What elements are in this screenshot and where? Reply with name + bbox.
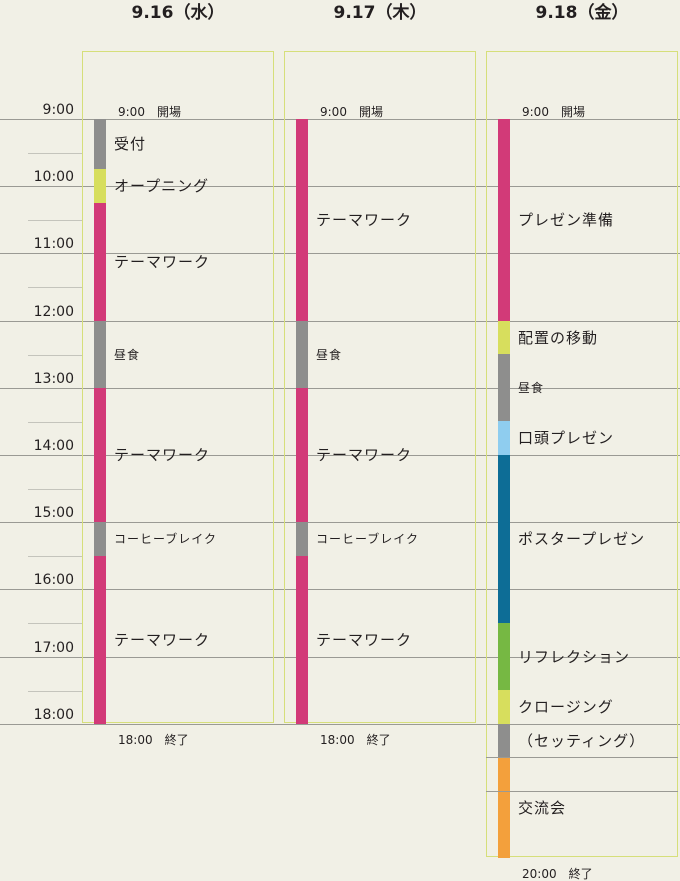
hour-line <box>0 388 680 389</box>
opening-note: 9:00 開場 <box>522 105 585 119</box>
day-title: 9.16（水） <box>131 3 225 23</box>
schedule-segment-label: テーマワーク <box>316 211 413 229</box>
schedule-segment-label: 昼食 <box>316 348 343 362</box>
schedule-segment-label: 昼食 <box>518 381 545 395</box>
schedule-segment-label: テーマワーク <box>114 631 211 649</box>
hour-line-extended <box>486 791 678 792</box>
schedule-segment-bar <box>296 119 308 321</box>
schedule-segment-label: 交流会 <box>518 799 567 817</box>
time-label: 13:00 <box>33 371 74 387</box>
hour-line <box>0 186 680 187</box>
day-title: 9.18（金） <box>535 3 629 23</box>
opening-note: 9:00 開場 <box>320 105 383 119</box>
schedule-segment-label: 口頭プレゼン <box>518 429 615 447</box>
schedule-segment-label: テーマワーク <box>114 253 211 271</box>
half-hour-line <box>28 287 82 288</box>
hour-line <box>0 724 680 725</box>
schedule-segment-label: クロージング <box>518 698 614 716</box>
schedule-segment-label: テーマワーク <box>114 446 211 464</box>
time-label: 17:00 <box>33 640 74 656</box>
time-label: 9:00 <box>42 102 74 118</box>
hour-line <box>0 253 680 254</box>
half-hour-line <box>28 623 82 624</box>
hour-line <box>0 522 680 523</box>
half-hour-line <box>28 489 82 490</box>
time-label: 11:00 <box>33 236 74 252</box>
opening-note: 9:00 開場 <box>118 105 181 119</box>
time-label: 18:00 <box>33 707 74 723</box>
hour-line <box>0 657 680 658</box>
schedule-segment-label: 配置の移動 <box>518 329 599 347</box>
schedule-segment-bar <box>94 169 106 203</box>
schedule-segment-label: 昼食 <box>114 348 141 362</box>
schedule-segment-bar <box>498 690 510 724</box>
schedule-segment-bar <box>94 388 106 522</box>
schedule-segment-label: コーヒーブレイク <box>316 532 420 546</box>
schedule-segment-label: コーヒーブレイク <box>114 532 218 546</box>
hour-line <box>0 455 680 456</box>
day-column <box>284 51 476 723</box>
schedule-segment-label: ポスタープレゼン <box>518 530 646 548</box>
schedule-segment-bar <box>498 455 510 623</box>
schedule-segment-bar <box>296 388 308 522</box>
time-label: 10:00 <box>33 169 74 185</box>
schedule-segment-label: （セッティング） <box>518 732 646 750</box>
time-label: 12:00 <box>33 304 74 320</box>
day-title: 9.17（木） <box>333 3 427 23</box>
half-hour-line <box>28 422 82 423</box>
half-hour-line <box>28 220 82 221</box>
schedule-segment-label: リフレクション <box>518 648 631 666</box>
hour-line <box>0 589 680 590</box>
closing-note: 18:00 終了 <box>320 733 391 747</box>
schedule-segment-bar <box>498 757 510 858</box>
schedule-segment-bar <box>296 556 308 724</box>
schedule-segment-bar <box>94 119 106 169</box>
time-label: 16:00 <box>33 572 74 588</box>
schedule-segment-bar <box>94 321 106 388</box>
schedule-segment-bar <box>94 203 106 321</box>
hour-line-extended <box>486 757 678 758</box>
schedule-segment-label: 受付 <box>114 135 147 153</box>
schedule-segment-bar <box>94 556 106 724</box>
schedule-segment-bar <box>498 724 510 757</box>
schedule-segment-bar <box>498 421 510 455</box>
closing-note: 20:00 終了 <box>522 867 593 881</box>
schedule-segment-label: オープニング <box>114 177 210 195</box>
schedule-segment-bar <box>498 623 510 690</box>
hour-line <box>0 321 680 322</box>
schedule-segment-bar <box>498 119 510 321</box>
schedule-segment-label: テーマワーク <box>316 631 413 649</box>
time-label: 14:00 <box>33 438 74 454</box>
day-column <box>82 51 274 723</box>
half-hour-line <box>28 556 82 557</box>
schedule-segment-bar <box>94 522 106 556</box>
schedule-segment-bar <box>498 354 510 421</box>
schedule-segment-label: プレゼン準備 <box>518 211 615 229</box>
hour-line <box>0 119 680 120</box>
time-label: 15:00 <box>33 505 74 521</box>
schedule-segment-bar <box>296 321 308 388</box>
half-hour-line <box>28 691 82 692</box>
half-hour-line <box>28 153 82 154</box>
closing-note: 18:00 終了 <box>118 733 189 747</box>
half-hour-line <box>28 355 82 356</box>
schedule-segment-label: テーマワーク <box>316 446 413 464</box>
schedule-segment-bar <box>498 321 510 354</box>
schedule-segment-bar <box>296 522 308 556</box>
day-column <box>486 51 678 857</box>
